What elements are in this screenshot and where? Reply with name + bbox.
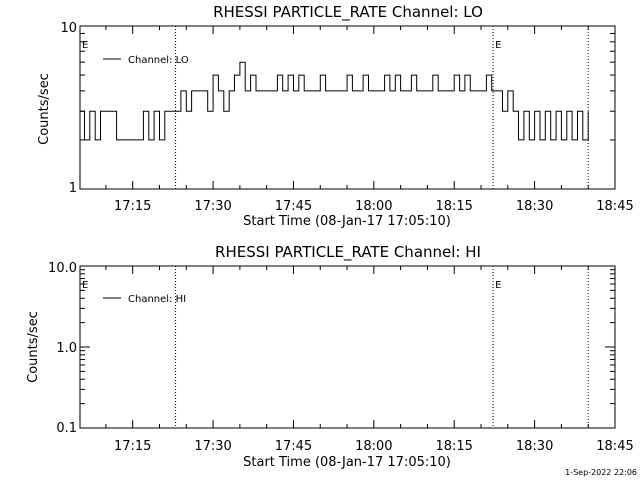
y-tick-label: 1 (69, 181, 77, 196)
x-tick-label: 17:15 (114, 199, 151, 214)
x-tick-label: 17:30 (194, 199, 231, 214)
y-tick-label: 0.1 (56, 421, 77, 436)
y-axis-label: Counts/sec (26, 311, 41, 383)
plot-frame (79, 25, 616, 190)
event-label: E (495, 40, 501, 51)
x-tick-labels: 17:15 17:30 17:45 18:00 18:15 18:30 18:4… (114, 439, 634, 454)
x-tick-label: 18:00 (355, 439, 392, 454)
legend-entry: Channel: HI (128, 294, 186, 305)
event-label: E (82, 40, 88, 51)
x-tick-label: 17:15 (114, 439, 151, 454)
x-tick-label: 18:45 (596, 439, 633, 454)
x-tick-label: 18:15 (435, 439, 472, 454)
x-tick-label: 18:45 (596, 199, 633, 214)
x-tick-label: 17:45 (275, 199, 312, 214)
plot-frame (79, 265, 616, 429)
plot-area (79, 25, 616, 190)
x-axis-label: Start Time (08-Jan-17 17:05:10) (243, 455, 451, 470)
x-tick-labels: 17:15 17:30 17:45 18:00 18:15 18:30 18:4… (114, 199, 634, 214)
y-tick-label: 10.0 (48, 261, 77, 276)
x-tick-label: 17:45 (275, 439, 312, 454)
chart-title: RHESSI PARTICLE_RATE Channel: LO (213, 3, 483, 22)
panel-hi: RHESSI PARTICLE_RATE Channel: HI Counts/… (26, 243, 634, 470)
x-tick-label: 17:30 (194, 439, 231, 454)
event-label: E (495, 280, 501, 291)
footer-timestamp: 1-Sep-2022 22:06 (565, 468, 637, 477)
panel-lo: RHESSI PARTICLE_RATE Channel: LO Counts/… (37, 3, 634, 229)
x-tick-label: 18:30 (516, 199, 553, 214)
legend-entry: Channel: LO (128, 55, 189, 66)
x-tick-label: 18:00 (355, 199, 392, 214)
x-axis-label: Start Time (08-Jan-17 17:05:10) (243, 214, 451, 229)
y-tick-label: 10 (60, 21, 77, 36)
plot-area (79, 265, 616, 429)
x-tick-label: 18:15 (435, 199, 472, 214)
event-label: E (82, 280, 88, 291)
x-tick-label: 18:30 (516, 439, 553, 454)
y-axis-label: Counts/sec (37, 73, 52, 145)
series-line (80, 61, 589, 141)
chart-title: RHESSI PARTICLE_RATE Channel: HI (215, 243, 481, 262)
y-tick-label: 1.0 (56, 341, 77, 356)
